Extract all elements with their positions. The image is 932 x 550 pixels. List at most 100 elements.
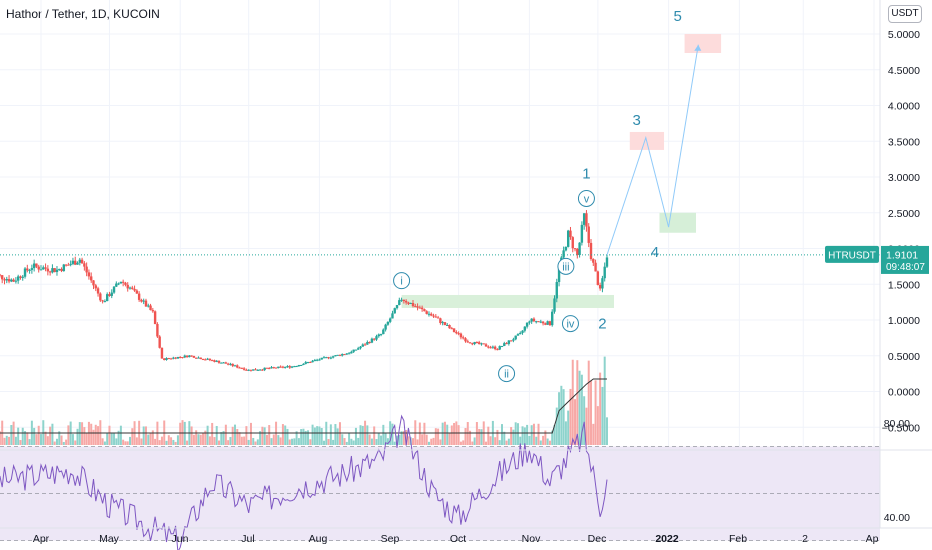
currency-selector[interactable]: USDT — [888, 5, 922, 23]
bar-countdown: 09:48:07 — [886, 262, 925, 273]
volume-bar — [131, 428, 134, 445]
candle — [336, 354, 339, 356]
candle — [199, 357, 202, 360]
target-zone-wave-5 — [684, 34, 722, 53]
volume-bar — [140, 438, 143, 445]
candle — [352, 349, 355, 352]
volume-bar — [332, 439, 335, 445]
volume-bar — [186, 440, 189, 445]
volume-bar — [396, 435, 399, 445]
volume-bar — [17, 427, 20, 445]
volume-bar — [450, 425, 453, 445]
candle — [233, 365, 237, 367]
wave-label: 4 — [651, 244, 659, 261]
volume-bar — [62, 441, 65, 445]
volume-bar — [357, 437, 360, 445]
volume-bar — [466, 422, 469, 445]
candle — [466, 341, 469, 343]
candle — [589, 242, 593, 260]
candle — [309, 362, 312, 364]
candle — [318, 359, 321, 361]
candle — [87, 272, 91, 277]
candle — [115, 283, 118, 287]
price-tick-label: 0.0000 — [888, 387, 920, 399]
candle — [491, 346, 495, 348]
volume-bar — [555, 407, 558, 445]
candle — [64, 264, 68, 266]
candle — [185, 355, 189, 358]
candle — [112, 286, 116, 293]
candle — [596, 271, 600, 285]
candle — [254, 369, 257, 371]
candle — [402, 299, 406, 302]
volume-bar — [334, 424, 337, 445]
candle — [443, 322, 447, 326]
volume-bar — [464, 428, 467, 445]
volume-bar — [453, 422, 456, 445]
volume-bar — [496, 429, 499, 445]
volume-bar — [293, 438, 296, 445]
candle — [192, 356, 196, 358]
candle — [439, 318, 442, 323]
wave-label: iii — [562, 261, 569, 273]
candle — [404, 301, 408, 303]
candle — [477, 342, 481, 345]
candle — [587, 226, 590, 243]
volume-bar — [548, 440, 551, 445]
candle — [391, 313, 394, 319]
candle — [126, 284, 129, 289]
candle — [167, 358, 171, 360]
candle — [302, 363, 305, 366]
volume-bar — [446, 424, 449, 445]
volume-bar — [218, 440, 221, 445]
candle — [190, 355, 193, 357]
candle — [582, 213, 586, 225]
volume-bar — [560, 385, 563, 445]
candle — [398, 300, 401, 306]
volume-bar — [361, 425, 364, 445]
candle — [261, 369, 264, 371]
volume-bar — [233, 424, 236, 445]
wave-label: ii — [504, 369, 509, 381]
volume-bar — [384, 432, 387, 445]
volume-bar — [28, 439, 31, 445]
time-tick-label: Apr — [33, 533, 50, 545]
candle — [539, 321, 542, 323]
volume-bar — [473, 437, 476, 445]
volume-bar — [487, 426, 490, 445]
volume-bar — [170, 437, 173, 445]
candle — [238, 367, 241, 369]
volume-bar — [537, 423, 540, 445]
candle — [174, 357, 177, 359]
candle — [452, 328, 456, 332]
candle — [297, 365, 301, 367]
volume-bar — [405, 430, 408, 445]
volume-bar — [526, 424, 529, 445]
candle — [96, 288, 100, 294]
volume-ma-line — [0, 378, 607, 434]
candle — [530, 318, 533, 322]
volume-bar — [300, 429, 303, 445]
volume-bar — [204, 430, 207, 445]
volume-bar — [151, 430, 154, 445]
volume-bar — [386, 438, 389, 445]
candle — [142, 300, 145, 302]
candle — [557, 268, 561, 283]
candle — [425, 311, 428, 314]
candle — [541, 321, 545, 324]
volume-bar — [8, 436, 11, 445]
volume-bar — [583, 396, 586, 445]
candle — [480, 343, 483, 345]
candle — [35, 263, 38, 267]
candle — [0, 274, 2, 276]
candle — [179, 356, 182, 358]
candle — [489, 347, 492, 349]
rsi-line — [0, 414, 608, 550]
candle — [222, 362, 225, 364]
wave-label: 2 — [598, 316, 606, 333]
volume-bar — [90, 423, 93, 445]
volume-bar — [85, 432, 88, 445]
candle — [288, 366, 291, 368]
candle — [135, 290, 139, 294]
